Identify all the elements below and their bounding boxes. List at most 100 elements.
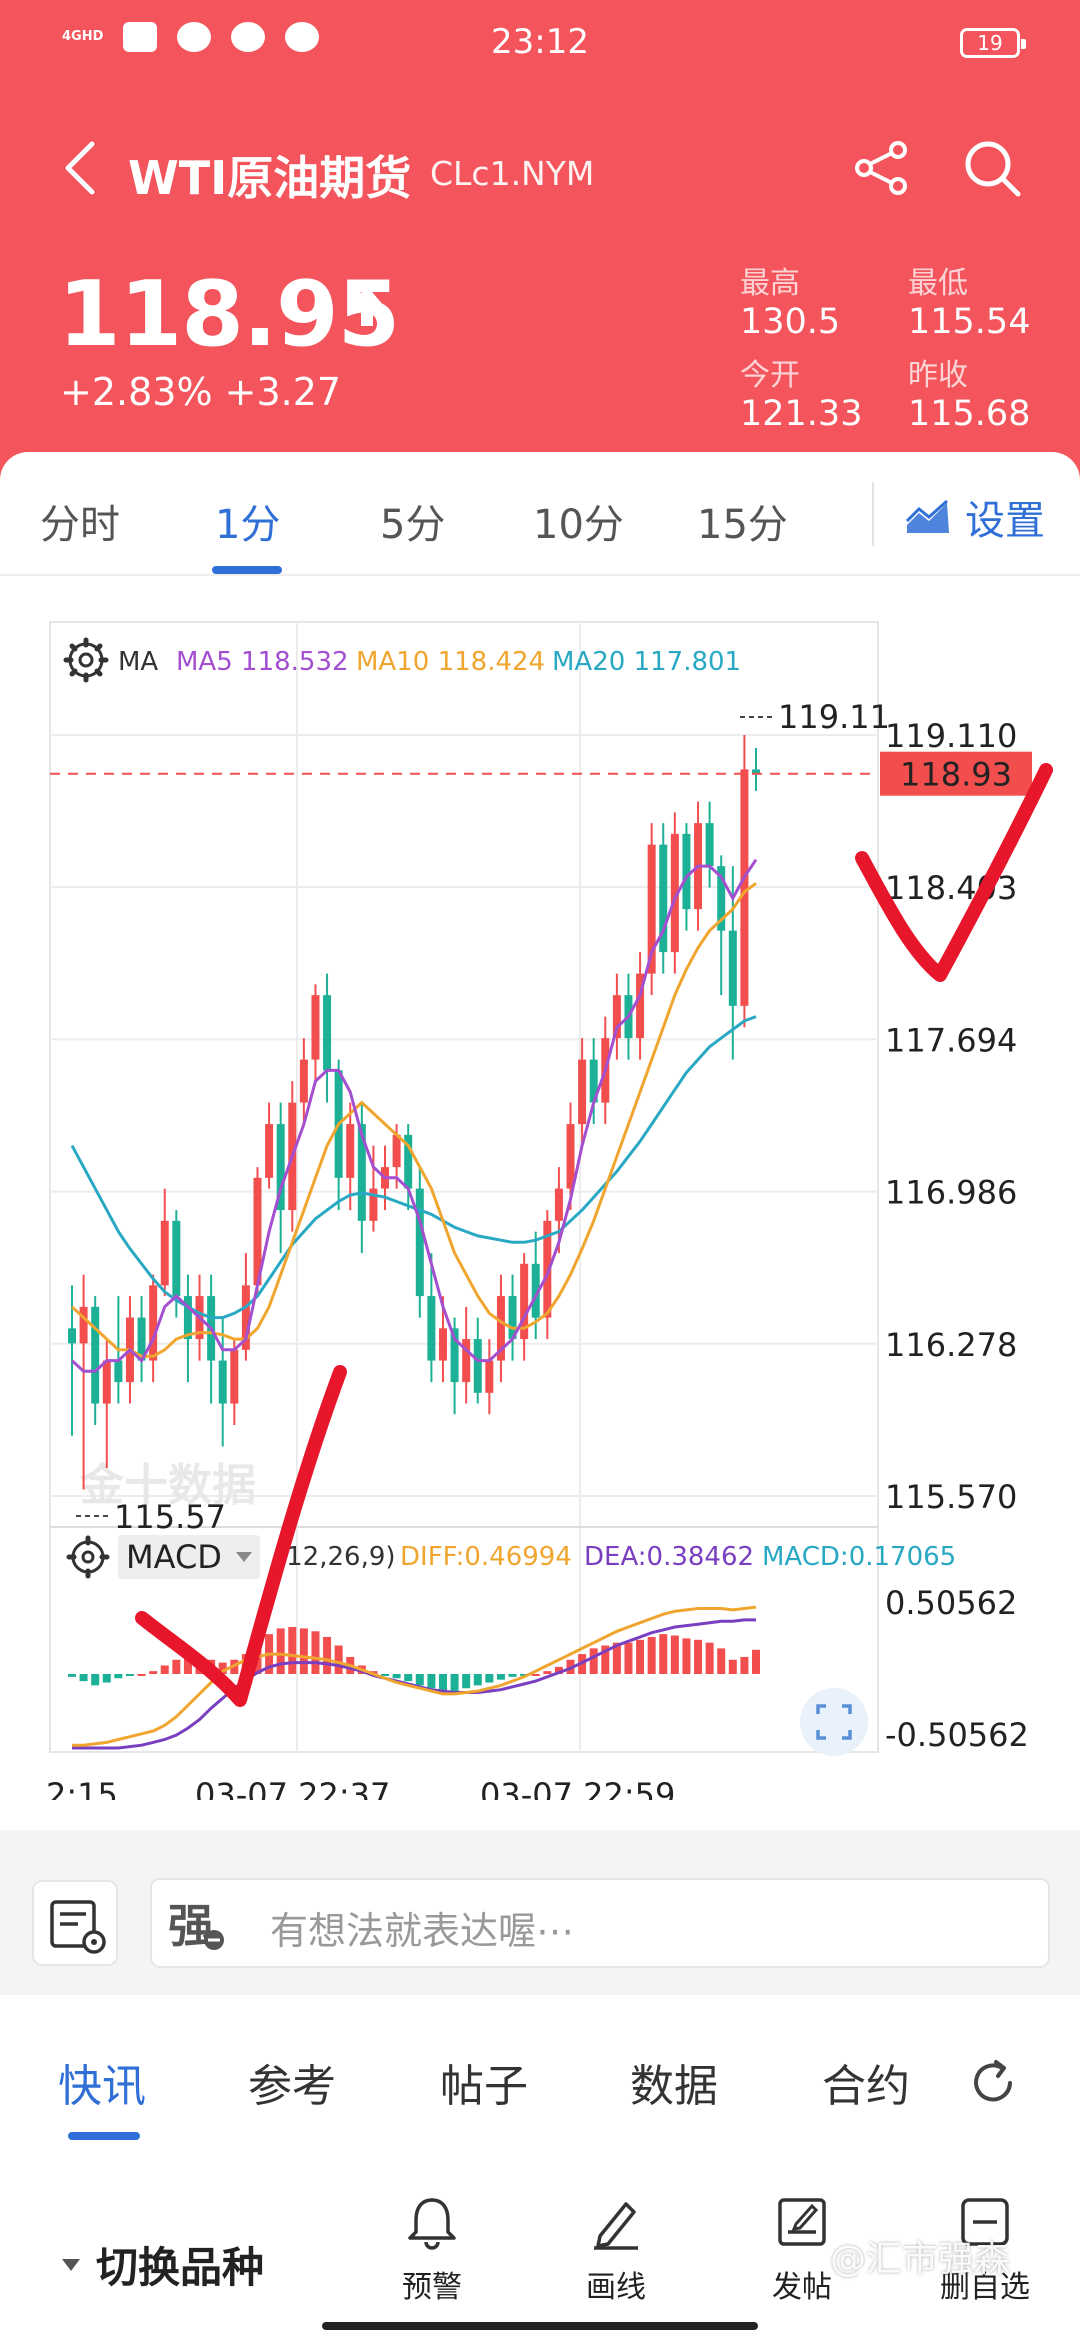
candle-body [230,1349,239,1404]
tab-reference[interactable]: 参考 [248,2061,336,2112]
candle-7 [149,1274,158,1383]
macd-bar-0 [68,1674,76,1677]
tab-divider [872,482,874,546]
candle-body [79,1306,88,1344]
candle-38 [508,1274,517,1361]
candle-body [427,1296,436,1361]
page-title: WTI原油期货 [128,151,412,205]
y-tick-0: 119.110 [885,717,1017,755]
candle-body [752,769,760,774]
annotation-check-right [855,763,1053,982]
alert-label: 预警 [402,2270,462,2305]
candle-body [357,1124,366,1221]
tab-10min[interactable]: 10分 [533,502,624,548]
fullscreen-button[interactable] [800,1688,868,1756]
candle-body [462,1339,471,1383]
stat-low-label: 最低 [908,266,968,301]
candle-51 [659,823,668,974]
candle-body [276,1124,285,1211]
candle-body [241,1285,250,1350]
macd-gear-icon[interactable] [66,1535,110,1579]
stat-prevclose-label: 昨收 [908,358,968,393]
ma10-legend: MA10 118.424 [356,647,545,677]
ma20-legend: MA20 117.801 [552,647,741,677]
tab-contract[interactable]: 合约 [822,2061,910,2112]
candle-body [91,1306,100,1404]
macd-bar-55 [705,1642,714,1674]
bell-icon [408,2198,456,2250]
tab-posts[interactable]: 帖子 [440,2061,528,2112]
candle-body [438,1328,447,1361]
macd-bar-10 [183,1658,192,1674]
candle-body [670,833,679,953]
macd-selector[interactable] [118,1535,260,1579]
kline-settings-button[interactable] [32,1880,118,1966]
macd-bar-21 [311,1631,320,1674]
candle-body [740,769,749,1006]
macd-bar-41 [543,1671,552,1674]
candle-59 [752,747,760,791]
up-arrow-icon [350,286,384,326]
share-icon[interactable] [850,136,914,200]
annotation-check-left [135,1365,347,1707]
macd-bar-4 [114,1674,123,1679]
macd-bar-36 [485,1674,494,1683]
candle-body [728,930,737,1006]
tab-15min[interactable]: 15分 [697,502,788,548]
stat-open-value: 121.33 [740,394,863,434]
gear-icon[interactable] [63,637,109,683]
ma-lines [70,858,758,1373]
candle-body [543,1220,552,1318]
kline-chart[interactable]: MA MA5 118.532 MA10 118.424 MA20 117.801… [0,600,1080,1800]
price-axis: 119.110118.403117.694116.986116.278115.5… [885,717,1017,1516]
search-icon[interactable] [960,136,1024,200]
refresh-icon[interactable] [966,2056,1020,2110]
tab-1min[interactable]: 1分 [215,502,281,548]
candle-2 [91,1296,100,1426]
avatar: 强 [168,1899,224,1953]
tab-timeshare[interactable]: 分时 [40,502,120,548]
switch-symbol-label: 切换品种 [96,2243,265,2292]
y-tick-2: 117.694 [885,1021,1017,1059]
candle-30 [415,1167,424,1318]
candle-body [137,1317,146,1361]
macd-diff-legend: DIFF:0.46994 [400,1542,572,1572]
y-tick-3: 116.986 [885,1174,1017,1212]
post-button[interactable]: 发帖 [737,2192,867,2306]
candle-body [346,1124,355,1178]
candle-body [183,1296,192,1340]
tab-data[interactable]: 数据 [630,2061,718,2112]
macd-bar-42 [554,1666,563,1674]
candle-body [172,1220,181,1297]
alert-button[interactable]: 预警 [367,2192,497,2306]
candle-body [149,1285,158,1361]
macd-bar-7 [149,1671,158,1674]
macd-bar-31 [427,1674,436,1689]
macd-bar-28 [392,1674,401,1679]
draw-line-button[interactable]: 画线 [551,2192,681,2306]
chart-settings-button[interactable]: 设置 [905,488,1045,546]
ma10-line [70,882,757,1358]
macd-bar-58 [740,1656,749,1674]
candle-body [369,1188,378,1221]
tab-5min[interactable]: 5分 [380,502,446,548]
candle-body [659,844,668,953]
comment-input[interactable]: 强 有想法就表达喔⋯ [150,1878,1050,1968]
macd-bar-57 [728,1659,737,1674]
remove-watchlist-button[interactable]: 删自选 [920,2192,1050,2306]
candle-body [682,833,691,910]
active-tab-indicator [212,566,282,574]
comment-placeholder: 有想法就表达喔⋯ [270,1909,575,1953]
macd-value-legend: MACD:0.17065 [762,1542,956,1572]
macd-bar-49 [636,1639,645,1674]
candle-33 [450,1317,459,1415]
macd-diff-line [72,1605,757,1747]
current-price-badge [880,751,1032,796]
candle-29 [404,1124,413,1211]
switch-symbol-button[interactable]: 切换品种 [60,2234,264,2295]
candle-36 [485,1339,494,1415]
tab-news[interactable]: 快讯 [58,2061,146,2112]
back-arrow-icon[interactable] [52,138,112,198]
low-label: 115.57 [114,1498,226,1536]
candle-body [311,995,320,1060]
